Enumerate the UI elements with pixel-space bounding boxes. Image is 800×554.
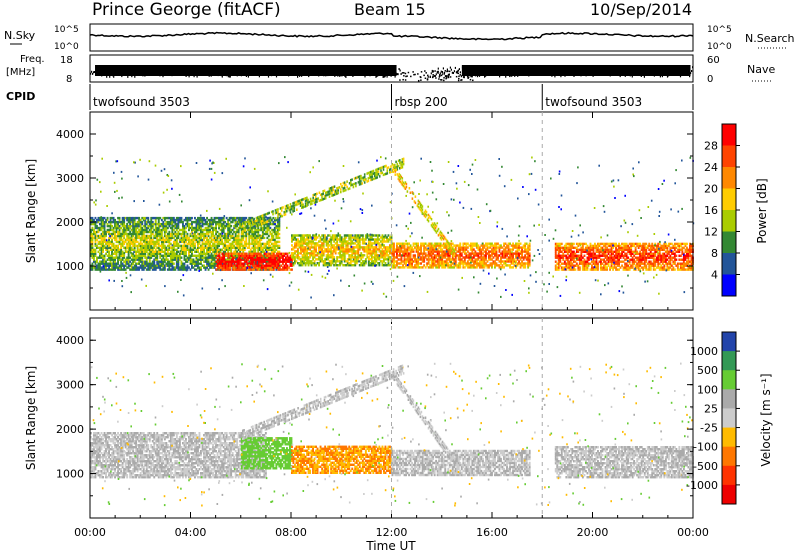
velocity-ylabel: Slant Range [km]	[24, 366, 38, 470]
nave-tick-low: 0	[707, 74, 713, 85]
power-tick-label: 12	[704, 226, 718, 239]
velocity-tick-label: -500	[693, 460, 718, 473]
power-ylabel: Slant Range [km]	[24, 159, 38, 263]
y-tick-label: 1000	[56, 260, 84, 273]
cpid-segment-label: rbsp 200	[395, 95, 448, 109]
freq-tick-high: 18	[60, 55, 73, 66]
velocity-colorbar: 1000 500 100 25 -25 -100 -500 -1000	[686, 331, 740, 505]
date-title: 10/Sep/2014	[590, 0, 692, 19]
y-tick-label: 4000	[56, 334, 84, 347]
power-tick-label: 20	[704, 183, 718, 196]
x-axis-label: Time UT	[365, 539, 416, 553]
y-tick-label: 2000	[56, 423, 84, 436]
power-tick-label: 24	[704, 161, 718, 174]
power-heatmap	[90, 156, 695, 299]
y-tick-label: 2000	[56, 216, 84, 229]
y-tick-label: 1000	[56, 468, 84, 481]
nsearch-label: N.Search	[745, 32, 795, 45]
freq-label: Freq.	[20, 54, 45, 65]
nsky-tick-high: 10^5	[54, 25, 79, 35]
y-tick-label: 3000	[56, 172, 84, 185]
cpid-label: CPID	[6, 90, 35, 103]
freq-trace	[90, 65, 694, 82]
velocity-tick-label: -1000	[686, 479, 718, 492]
x-tick-label: 08:00	[275, 526, 307, 539]
power-tick-label: 16	[704, 204, 718, 217]
power-tick-label: 8	[711, 247, 718, 260]
nave-label: Nave	[747, 63, 775, 76]
velocity-heatmap	[90, 362, 694, 507]
velocity-tick-label: 1000	[690, 345, 718, 358]
nsearch-tick-low: 10^0	[707, 42, 732, 52]
x-tick-label: 12:00	[376, 526, 408, 539]
power-tick-label: 28	[704, 140, 718, 153]
power-colorbar-label: Power [dB]	[755, 178, 769, 243]
x-tick-label: 16:00	[476, 526, 508, 539]
nsky-trace	[89, 31, 694, 41]
power-colorbar: 28 24 20 16 12 8 4	[704, 123, 740, 297]
x-tick-label: 20:00	[577, 526, 609, 539]
y-tick-label: 4000	[56, 128, 84, 141]
station-title: Prince George (fitACF)	[92, 0, 281, 20]
cpid-row: twofsound 3503 rbsp 200 twofsound 3503	[89, 84, 694, 110]
nsky-tick-low: 10^0	[54, 42, 79, 52]
velocity-tick-label: 25	[704, 402, 718, 415]
y-tick-label: 3000	[56, 379, 84, 392]
x-tick-label: 04:00	[175, 526, 207, 539]
velocity-tick-label: 100	[697, 383, 718, 396]
freq-tick-low: 8	[66, 74, 72, 85]
x-tick-label: 00:00	[677, 526, 709, 539]
cpid-segment-label: twofsound 3503	[545, 95, 642, 109]
nsky-label: N.Sky	[4, 29, 36, 42]
velocity-tick-label: -100	[693, 441, 718, 454]
nsky-panel	[89, 23, 694, 52]
axes: 00:00 04:00 08:00 12:00 16:00 20:00 00:00 4000 3…	[56, 112, 709, 539]
freq-unit: [MHz]	[6, 67, 35, 78]
freq-panel	[89, 54, 694, 83]
power-tick-label: 4	[711, 269, 718, 282]
velocity-tick-label: 500	[697, 364, 718, 377]
velocity-tick-label: -25	[700, 422, 718, 435]
cpid-segment-label: twofsound 3503	[93, 95, 190, 109]
x-tick-label: 00:00	[74, 526, 106, 539]
beam-title: Beam 15	[354, 0, 426, 19]
nave-tick-high: 60	[707, 55, 720, 66]
velocity-colorbar-label: Velocity [m s⁻¹]	[759, 373, 773, 466]
nsearch-tick-high: 10^5	[707, 25, 732, 35]
